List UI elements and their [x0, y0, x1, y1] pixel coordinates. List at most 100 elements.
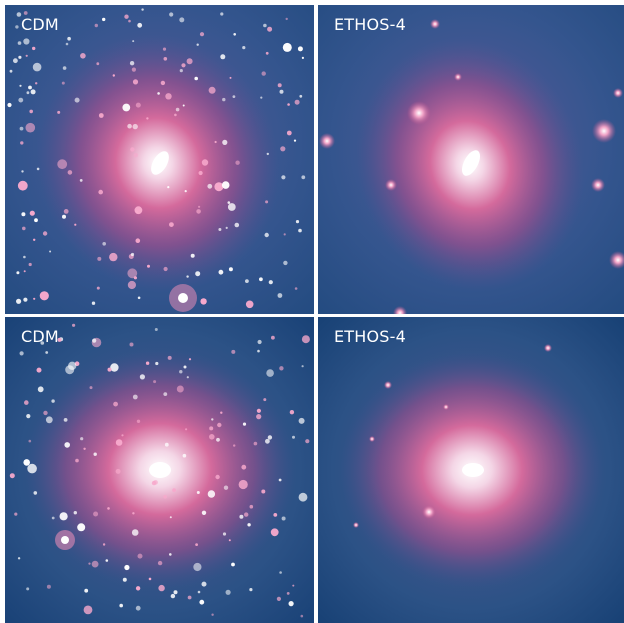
subhalo-speck — [9, 69, 13, 73]
subhalo-speck — [249, 504, 254, 509]
subhalo-speck — [102, 543, 106, 546]
subhalo-speck — [17, 41, 22, 45]
subhalo-speck — [65, 365, 75, 375]
subhalo-speck — [36, 167, 40, 171]
panel-label: ETHOS-4 — [334, 15, 407, 34]
subhalo-speck — [278, 478, 282, 482]
subhalo-speck — [51, 516, 55, 520]
subhalo-speck — [216, 437, 220, 442]
subhalo-speck — [153, 380, 157, 384]
subhalo-speck — [105, 559, 109, 562]
subhalo-speck — [286, 130, 292, 136]
subhalo-speck — [295, 220, 300, 224]
subhalo-speck — [276, 596, 281, 601]
subhalo-speck — [280, 146, 286, 152]
subhalo-speck — [127, 123, 132, 129]
subhalo-speck — [92, 338, 97, 343]
subhalo-speck — [268, 280, 273, 285]
subhalo-speck — [23, 270, 26, 273]
subhalo-speck — [57, 110, 61, 114]
subhalo-speck — [33, 297, 36, 300]
subhalo-speck — [94, 23, 99, 28]
subhalo-speck — [137, 553, 143, 559]
subhalo-speck — [39, 291, 49, 301]
subhalo-speck — [172, 488, 177, 492]
subhalo-speck — [16, 12, 22, 17]
subhalo-speck — [130, 252, 135, 257]
subhalo-speck — [151, 480, 157, 486]
subhalo-speck — [244, 512, 249, 517]
subhalo-speck — [17, 557, 21, 560]
subhalo-speck — [188, 358, 192, 361]
halo-image-cdm-top — [5, 5, 314, 314]
subhalo-speck — [146, 117, 149, 120]
subhalo-speck — [132, 394, 138, 400]
subhalo-speck — [265, 51, 269, 55]
subhalo-speck — [75, 458, 79, 463]
subhalo-speck — [165, 93, 172, 100]
subhalo-speck — [263, 398, 267, 402]
subhalo-speck — [253, 441, 258, 446]
subhalo-speck — [43, 410, 48, 416]
subhalo-speck — [65, 42, 69, 46]
subhalo-speck — [196, 43, 199, 46]
subhalo-speck — [21, 212, 26, 217]
subhalo-speck — [266, 369, 274, 377]
subhalo-speck — [102, 242, 106, 246]
subhalo-speck — [80, 53, 86, 59]
subhalo-speck — [113, 401, 118, 407]
subhalo-speck — [227, 201, 231, 204]
subhalo-speck — [200, 298, 207, 305]
subhalo-speck — [261, 489, 266, 494]
subhalo-speck — [220, 411, 223, 414]
subhalo-speck — [286, 592, 290, 595]
panel-cdm-top: CDM — [5, 5, 314, 314]
subhalo-speck — [157, 92, 160, 95]
subhalo-speck — [265, 200, 269, 204]
subhalo-speck — [261, 71, 266, 76]
subhalo-speck — [136, 419, 141, 423]
subhalo-speck — [209, 426, 214, 431]
subhalo-speck — [266, 152, 269, 156]
subhalo-speck — [207, 490, 216, 498]
subhalo-speck — [93, 452, 97, 456]
subhalo-speck — [7, 102, 12, 108]
subhalo-speck — [24, 400, 29, 405]
subhalo-speck — [164, 442, 169, 447]
subhalo-speck — [128, 19, 131, 23]
subhalo-speck — [169, 222, 174, 228]
subhalo-speck — [127, 268, 138, 279]
subhalo-speck — [145, 361, 150, 365]
subhalo-speck — [265, 438, 270, 444]
subhalo-speck — [14, 512, 18, 516]
subhalo-speck — [16, 271, 20, 275]
subhalo-speck — [133, 153, 138, 158]
subhalo-speck — [183, 365, 187, 369]
subhalo-speck — [201, 581, 207, 587]
subhalo-speck — [279, 366, 284, 371]
subhalo-speck — [298, 417, 305, 424]
subhalo-speck — [222, 532, 227, 536]
subhalo-speck — [29, 210, 35, 216]
subhalo-speck — [98, 189, 103, 195]
subhalo-speck — [84, 588, 89, 593]
subhalo-speck — [220, 54, 226, 60]
subhalo-speck — [170, 593, 176, 599]
subhalo-speck — [40, 341, 45, 345]
subhalo-speck — [238, 479, 248, 490]
subhalo-speck — [301, 56, 304, 60]
subhalo-speck — [18, 97, 24, 103]
subhalo-speck — [167, 355, 172, 360]
subhalo-speck — [141, 8, 144, 11]
subhalo-speck — [28, 439, 32, 443]
subhalo-speck — [169, 553, 172, 556]
subhalo-speck — [196, 491, 200, 494]
subhalo-speck — [264, 232, 269, 238]
subhalo-speck — [241, 464, 247, 470]
subhalo-speck — [157, 560, 163, 566]
subhalo-speck — [299, 94, 303, 98]
subhalo-speck — [63, 209, 69, 214]
subhalo-speck — [233, 33, 236, 36]
subhalo-speck — [187, 595, 192, 600]
subhalo-speck — [74, 223, 77, 226]
